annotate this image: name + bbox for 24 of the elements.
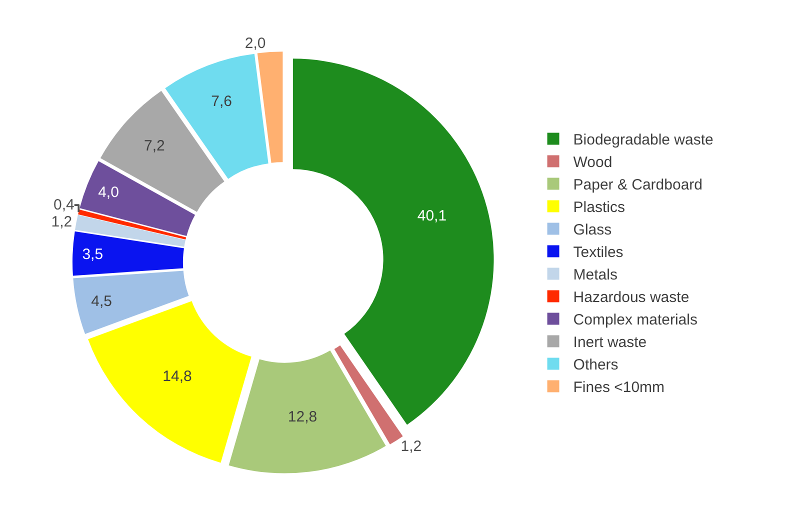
- data-label: 40,1: [417, 208, 447, 225]
- legend-label: Complex materials: [573, 312, 698, 329]
- legend-label: Paper & Cardboard: [573, 176, 703, 194]
- data-label: 1,2: [51, 214, 72, 231]
- legend-label: Textiles: [573, 244, 624, 262]
- legend-label: Metals: [573, 266, 618, 284]
- legend-label: Glass: [573, 222, 612, 239]
- data-label: 0,4: [54, 196, 74, 214]
- legend-label: Hazardous waste: [573, 289, 690, 306]
- data-label: 14,8: [162, 368, 192, 385]
- data-label: 4,0: [98, 184, 119, 201]
- legend-label: Wood: [573, 154, 612, 172]
- data-label: 4,5: [91, 292, 112, 310]
- legend-label: Fines <10mm: [573, 379, 665, 396]
- legend-label: Others: [573, 356, 618, 374]
- legend-label: Plastics: [573, 199, 625, 216]
- data-label: 7,2: [144, 137, 165, 154]
- data-label: 1,2: [400, 438, 422, 456]
- data-label: 2,0: [244, 35, 266, 52]
- data-label: 12,8: [288, 408, 318, 426]
- legend-label: Inert waste: [573, 334, 647, 352]
- data-label: 3,5: [82, 246, 104, 263]
- data-label: 7,6: [211, 93, 232, 110]
- legend-label: Biodegradable waste: [573, 132, 714, 149]
